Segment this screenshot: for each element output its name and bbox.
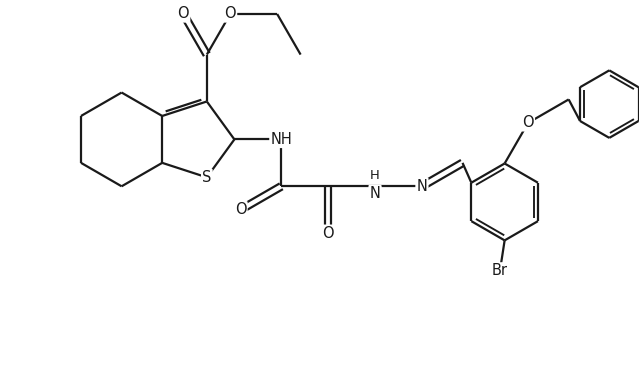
Text: O: O: [522, 115, 534, 130]
Text: H: H: [370, 169, 380, 182]
Text: Br: Br: [492, 263, 508, 278]
Text: N: N: [370, 186, 381, 201]
Text: NH: NH: [270, 132, 292, 147]
Text: O: O: [177, 7, 189, 21]
Text: O: O: [235, 202, 246, 217]
Text: O: O: [323, 226, 334, 241]
Text: O: O: [225, 7, 236, 21]
Text: N: N: [417, 179, 428, 194]
Text: S: S: [202, 170, 211, 185]
